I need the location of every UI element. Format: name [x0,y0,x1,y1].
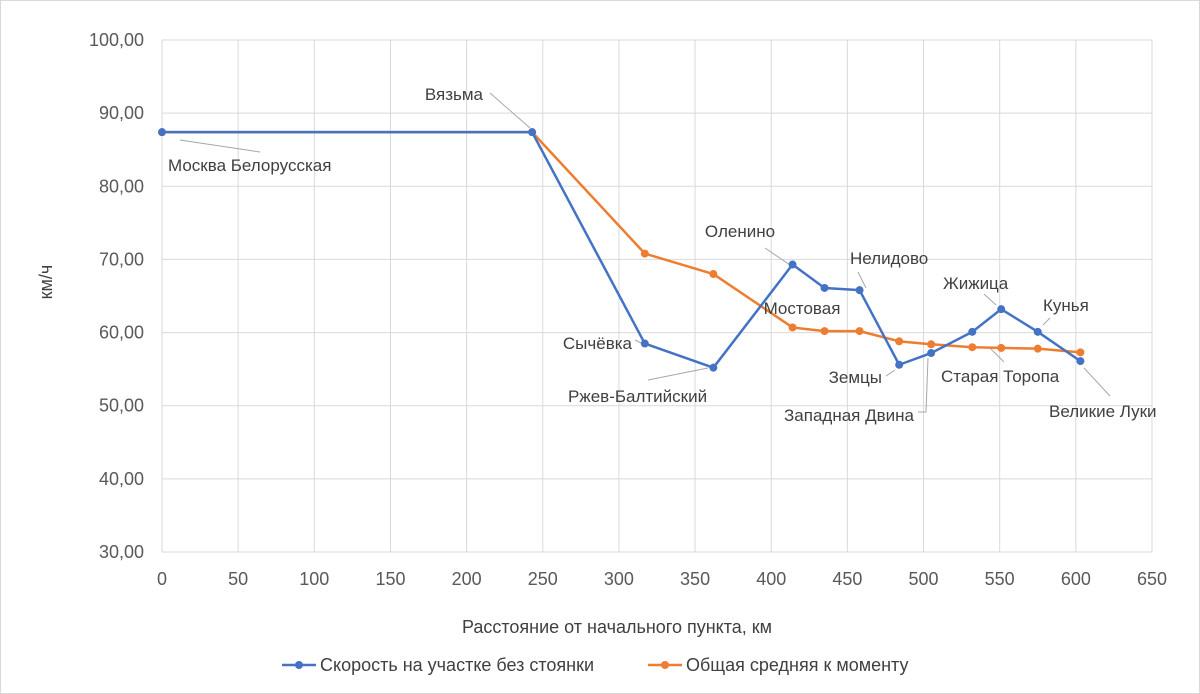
leader-line [918,357,929,413]
x-axis-tick-labels: 0 50 100 150 200 250 300 350 400 450 500 550 600 650 [157,569,1167,589]
x-tick-label: 550 [985,569,1015,589]
legend-label-speed: Скорость на участке без стоянки [320,655,594,675]
legend-label-average: Общая средняя к моменту [686,655,908,675]
data-point-speed[interactable] [788,260,797,269]
x-tick-label: 0 [157,569,167,589]
gridlines [161,39,1153,553]
leader-line [857,271,867,289]
data-point-speed[interactable] [1033,327,1042,336]
data-point-speed[interactable] [158,128,166,137]
y-tick-label: 70,00 [99,249,144,269]
y-axis-tick-labels: 30,00 40,00 50,00 60,00 70,00 80,00 90,00 100,0… [89,30,144,562]
y-tick-label: 80,00 [99,176,144,196]
legend-marker-speed [295,661,303,669]
data-point-average[interactable] [1076,348,1085,357]
y-axis-title: км/ч [36,265,56,300]
data-point-average[interactable] [895,337,904,346]
data-point-average[interactable] [788,323,797,332]
x-tick-label: 250 [528,569,558,589]
station-label: Ржев-Балтийский [568,387,707,406]
station-label: Старая Торопа [941,367,1060,386]
legend-item-average[interactable]: Общая средняя к моменту [648,655,908,675]
station-labels: Москва Белорусская Вязьма Сычёвка Ржев-Балт… [168,85,1157,425]
station-label: Нелидово [850,249,928,268]
y-tick-label: 40,00 [99,469,144,489]
data-point-speed[interactable] [855,286,864,295]
x-axis-title: Расстояние от начального пункта, км [462,617,772,637]
x-tick-label: 100 [299,569,329,589]
data-point-average[interactable] [640,249,649,258]
data-point-speed[interactable] [968,327,977,336]
x-tick-label: 500 [909,569,939,589]
annotation-leader-lines [179,92,1111,413]
station-label: Москва Белорусская [168,156,331,175]
station-label: Жижица [943,274,1009,293]
legend: Скорость на участке без стоянки Общая ср… [282,655,908,675]
data-point-average[interactable] [855,327,864,336]
data-point-speed[interactable] [895,360,904,369]
station-label: Кунья [1043,296,1089,315]
y-tick-label: 50,00 [99,396,144,416]
leader-line [647,367,709,381]
legend-item-speed[interactable]: Скорость на участке без стоянки [282,655,594,675]
station-label: Мостовая [764,299,841,318]
data-point-speed[interactable] [528,128,537,137]
x-tick-label: 600 [1061,569,1091,589]
station-label: Западная Двина [784,406,915,425]
y-tick-label: 60,00 [99,323,144,343]
station-label: Сычёвка [563,334,633,353]
leader-line [764,247,791,266]
x-tick-label: 150 [375,569,405,589]
data-point-average[interactable] [997,343,1006,352]
leader-line [179,139,261,153]
leader-line [989,347,1005,363]
data-point-speed[interactable] [709,363,718,372]
data-point-average[interactable] [820,327,829,336]
data-point-average[interactable] [709,270,718,279]
station-label: Великие Луки [1049,402,1157,421]
x-tick-label: 450 [832,569,862,589]
x-tick-label: 650 [1137,569,1167,589]
data-point-average[interactable] [968,343,977,352]
y-tick-label: 90,00 [99,103,144,123]
data-point-speed[interactable] [640,339,649,348]
leader-line [1042,317,1051,326]
leader-line [489,92,531,129]
data-point-speed[interactable] [927,349,936,358]
data-series [158,128,1085,372]
data-point-average[interactable] [927,340,936,349]
y-tick-label: 100,00 [89,30,144,50]
x-tick-label: 300 [604,569,634,589]
station-label: Вязьма [425,85,484,104]
leader-line [885,369,896,377]
data-point-speed[interactable] [1076,357,1085,366]
leader-line [983,293,997,306]
data-point-average[interactable] [1033,344,1042,353]
y-tick-label: 30,00 [99,542,144,562]
station-label: Земцы [829,368,882,387]
legend-marker-average [661,661,669,669]
leader-line [1083,367,1111,397]
x-tick-label: 400 [756,569,786,589]
x-tick-label: 200 [452,569,482,589]
station-label: Оленино [705,222,775,241]
x-tick-label: 50 [228,569,248,589]
data-point-speed[interactable] [997,305,1006,314]
leader-line [634,339,642,344]
x-tick-label: 350 [680,569,710,589]
data-point-speed[interactable] [820,283,829,292]
